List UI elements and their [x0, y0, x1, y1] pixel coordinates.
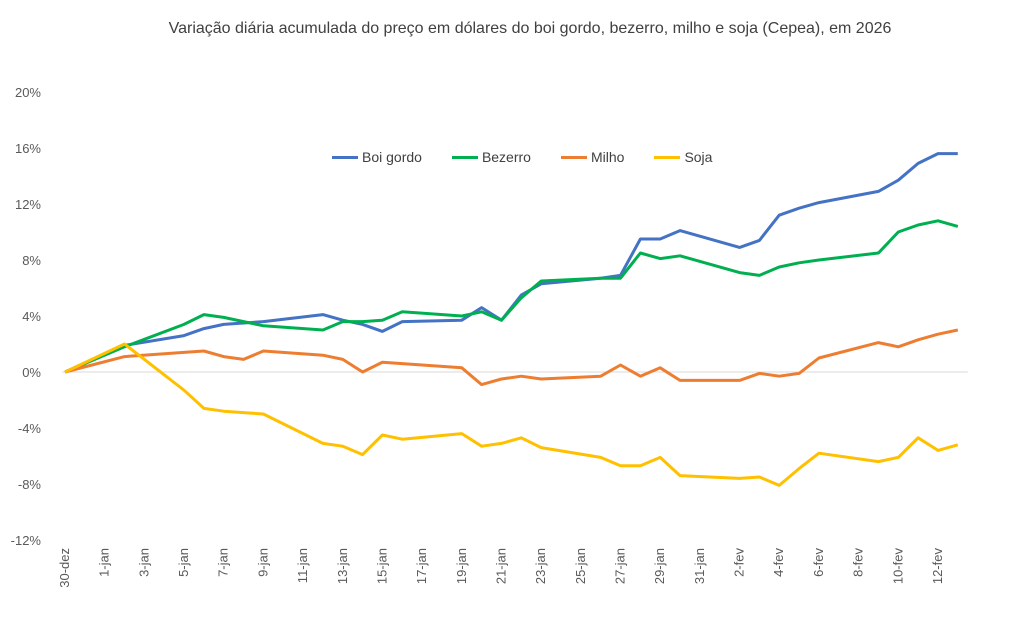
x-tick-label: 30-dez	[57, 548, 72, 588]
y-tick-label: 12%	[15, 197, 41, 212]
x-tick-label: 5-jan	[176, 548, 191, 577]
y-tick-label: 8%	[22, 253, 41, 268]
y-tick-label: -8%	[18, 477, 42, 492]
x-tick-label: 2-fev	[732, 548, 747, 577]
y-tick-label: -4%	[18, 421, 42, 436]
legend-label: Milho	[590, 149, 625, 165]
y-tick-label: 16%	[15, 141, 41, 156]
legend-label: Boi gordo	[362, 149, 422, 165]
x-tick-label: 9-jan	[255, 548, 270, 577]
chart-title: Variação diária acumulada do preço em dó…	[168, 20, 892, 37]
x-tick-label: 11-jan	[295, 548, 310, 583]
y-tick-label: 20%	[15, 85, 41, 100]
series-line-bezerro	[64, 219, 959, 374]
series-line-soja	[64, 342, 959, 487]
x-tick-label: 19-jan	[454, 548, 469, 584]
x-tick-label: 1-jan	[97, 548, 112, 577]
x-tick-label: 29-jan	[652, 548, 667, 584]
x-tick-label: 27-jan	[613, 548, 628, 584]
x-tick-label: 10-fev	[890, 548, 905, 585]
y-tick-label: 0%	[22, 365, 41, 380]
y-tick-label: 4%	[22, 309, 41, 324]
y-tick-label: -12%	[11, 533, 42, 548]
x-tick-label: 6-fev	[811, 548, 826, 577]
series-line-boi-gordo	[64, 152, 958, 374]
x-tick-label: 8-fev	[851, 548, 866, 577]
x-tick-label: 3-jan	[136, 548, 151, 577]
x-tick-label: 31-jan	[692, 548, 707, 584]
x-tick-label: 21-jan	[493, 548, 508, 584]
x-tick-label: 12-fev	[930, 548, 945, 585]
legend-swatch	[560, 155, 587, 159]
x-tick-label: 23-jan	[533, 548, 548, 584]
legend-item-soja: Soja	[654, 149, 712, 165]
legend-label: Soja	[684, 149, 713, 165]
legend-label: Bezerro	[481, 149, 531, 165]
legend-swatch	[654, 155, 681, 159]
x-tick-label: 7-jan	[216, 548, 231, 577]
series-line-milho	[64, 328, 959, 387]
legend-item-bezerro: Bezerro	[451, 149, 531, 165]
x-tick-label: 17-jan	[414, 548, 429, 584]
legend: Boi gordo Bezerro Milho Soja	[332, 149, 712, 165]
legend-item-milho: Milho	[560, 149, 625, 165]
x-tick-label: 4-fev	[771, 548, 786, 577]
x-tick-label: 25-jan	[573, 548, 588, 584]
legend-swatch	[332, 155, 358, 159]
legend-item-boi-gordo: Boi gordo	[332, 149, 422, 165]
x-tick-label: 15-jan	[374, 548, 389, 584]
x-tick-label: 13-jan	[335, 548, 350, 584]
legend-swatch	[451, 155, 478, 159]
